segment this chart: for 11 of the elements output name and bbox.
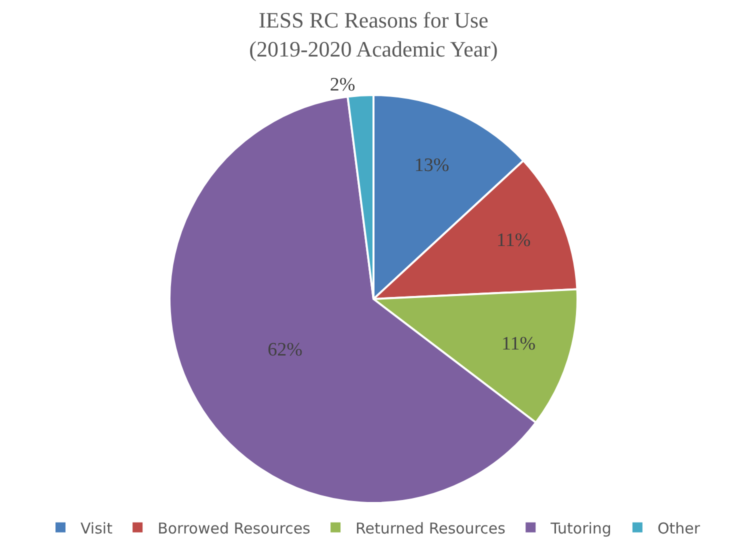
chart-title: IESS RC Reasons for Use (2019-2020 Academic Year) bbox=[249, 8, 498, 62]
data-label: 2% bbox=[330, 74, 356, 96]
legend-label: Visit bbox=[80, 519, 113, 538]
legend-label: Tutoring bbox=[550, 519, 612, 538]
data-label: 62% bbox=[268, 340, 303, 360]
data-label: 13% bbox=[414, 155, 450, 176]
legend-label: Other bbox=[657, 519, 701, 538]
data-label: 11% bbox=[496, 230, 531, 251]
legend-label: Returned Resources bbox=[356, 519, 506, 538]
legend-label: Borrowed Resources bbox=[158, 519, 311, 538]
data-label: 11% bbox=[502, 334, 536, 355]
